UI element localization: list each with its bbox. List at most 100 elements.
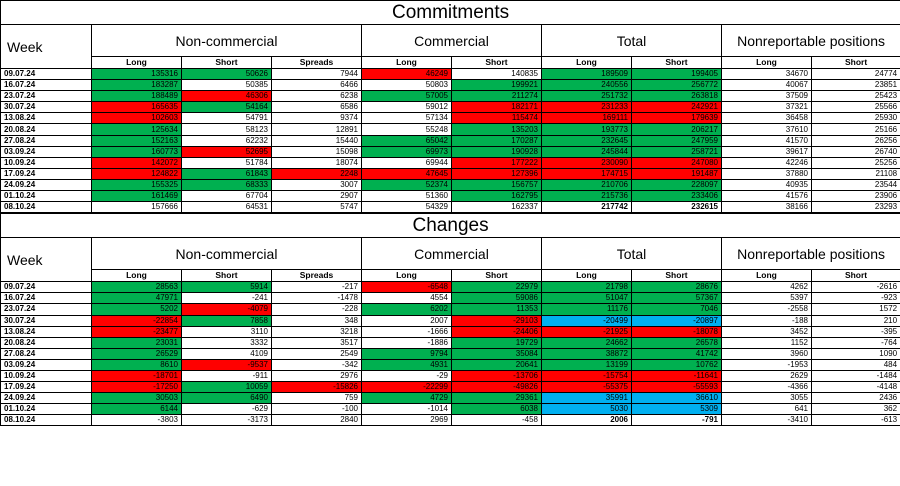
- value-cell: -4148: [810, 381, 900, 394]
- value-cell: 28563: [91, 281, 182, 294]
- table-row: 08.10.24 157666 64531 5747 54329 162337 217742…: [0, 201, 900, 214]
- column-header: Short: [810, 269, 900, 283]
- value-cell: -1484: [810, 369, 900, 383]
- value-cell: 170287: [451, 134, 542, 147]
- value-cell: 39617: [721, 145, 812, 158]
- group-header: Nonreportable positions: [720, 24, 900, 57]
- value-cell: 25166: [810, 123, 900, 136]
- table-row: 01.10.24 161469 67704 2907 51360 162795 215736…: [0, 190, 900, 203]
- value-cell: 1152: [721, 336, 812, 349]
- value-cell: 15098: [271, 145, 362, 158]
- value-cell: 57367: [631, 292, 722, 305]
- value-cell: 26256: [810, 134, 900, 147]
- value-cell: 3007: [271, 178, 362, 192]
- value-cell: -4079: [181, 303, 272, 316]
- week-cell: 01.10.24: [0, 403, 92, 416]
- value-cell: 5309: [631, 403, 722, 416]
- value-cell: 52374: [361, 178, 452, 192]
- value-cell: 62232: [181, 134, 272, 147]
- value-cell: -791: [631, 414, 722, 427]
- value-cell: 4262: [721, 281, 812, 294]
- table-row: 03.09.24 160773 52695 15098 69973 190928 24584…: [0, 145, 900, 158]
- value-cell: 6238: [271, 90, 362, 103]
- week-cell: 13.08.24: [0, 112, 92, 125]
- value-cell: 52695: [181, 145, 272, 158]
- value-cell: 64531: [181, 201, 272, 214]
- value-cell: 35084: [451, 347, 542, 360]
- value-cell: 5030: [541, 403, 632, 416]
- column-header: Short: [451, 269, 542, 283]
- value-cell: 6466: [271, 79, 362, 92]
- value-cell: -613: [810, 414, 900, 427]
- changes-subheader-row: Long Short Spreads Long Short Long Short Long Sh…: [1, 269, 900, 283]
- value-cell: -13706: [451, 369, 542, 383]
- value-cell: 54164: [181, 101, 272, 114]
- value-cell: 233406: [631, 190, 722, 203]
- value-cell: 23851: [810, 79, 900, 92]
- value-cell: -188: [721, 314, 812, 327]
- value-cell: 59086: [451, 292, 542, 305]
- value-cell: 206217: [631, 123, 722, 136]
- value-cell: 11353: [451, 303, 542, 316]
- value-cell: 11176: [541, 303, 632, 316]
- value-cell: -15826: [271, 381, 362, 394]
- group-header: Commercial: [361, 24, 542, 57]
- week-cell: 20.08.24: [0, 336, 92, 349]
- value-cell: 263818: [631, 90, 722, 103]
- value-cell: 127396: [451, 167, 542, 180]
- value-cell: -20499: [541, 314, 632, 327]
- value-cell: 251732: [541, 90, 632, 103]
- value-cell: 3332: [181, 336, 272, 349]
- week-cell: 08.10.24: [0, 201, 92, 214]
- column-header: Long: [541, 56, 632, 69]
- value-cell: 102603: [91, 112, 182, 125]
- table-row: 23.07.24 5202 -4079 -228 6202 11353 11176 7046-…: [0, 303, 900, 316]
- value-cell: 26529: [91, 347, 182, 360]
- group-header: Commercial: [361, 237, 542, 271]
- value-cell: 21798: [541, 281, 632, 294]
- value-cell: 42246: [721, 156, 812, 169]
- value-cell: -15754: [541, 369, 632, 383]
- value-cell: 6144: [91, 403, 182, 416]
- value-cell: 231233: [541, 101, 632, 114]
- group-header: Non-commercial: [91, 24, 362, 57]
- column-header: Long: [721, 269, 812, 283]
- value-cell: 40935: [721, 178, 812, 192]
- group-header: Nonreportable positions: [720, 237, 900, 271]
- table-row: 20.08.24 125634 58123 12891 55248 135203 19377…: [0, 123, 900, 136]
- value-cell: 232615: [631, 201, 722, 214]
- column-header: Short: [810, 56, 900, 69]
- value-cell: -4366: [721, 381, 812, 394]
- value-cell: 124822: [91, 167, 182, 180]
- value-cell: 51047: [541, 292, 632, 305]
- column-header: Short: [631, 56, 722, 69]
- table-row: 09.07.24 28563 5914 -217 -6548 22979 21798 2867…: [0, 281, 900, 294]
- value-cell: 641: [721, 403, 812, 416]
- value-cell: 19729: [451, 336, 542, 349]
- table-row: 23.07.24 188489 46306 6238 57005 211274 251732…: [0, 90, 900, 103]
- value-cell: 189509: [541, 67, 632, 81]
- week-cell: 17.09.24: [0, 167, 92, 180]
- commitments-table: Commitments Week Non-commercial Commercial T…: [0, 0, 900, 214]
- column-header: Long: [721, 56, 812, 69]
- value-cell: 2907: [271, 190, 362, 203]
- value-cell: 199405: [631, 67, 722, 81]
- column-header: Spreads: [271, 269, 362, 283]
- week-cell: 10.09.24: [0, 369, 92, 383]
- value-cell: 54329: [361, 201, 452, 214]
- value-cell: 135203: [451, 123, 542, 136]
- changes-title: Changes: [0, 213, 900, 239]
- value-cell: 2006: [541, 414, 632, 427]
- table-row: 01.10.24 6144 -629 -100 -1014 6038 5030 5309 641…: [0, 403, 900, 416]
- value-cell: -911: [181, 369, 272, 383]
- value-cell: -217: [271, 281, 362, 294]
- value-cell: 7858: [181, 314, 272, 327]
- value-cell: 20641: [451, 358, 542, 371]
- week-cell: 09.07.24: [0, 67, 92, 81]
- table-row: 03.09.24 8610 -9537 -342 4931 20641 13199 10762…: [0, 358, 900, 371]
- value-cell: 210706: [541, 178, 632, 192]
- value-cell: 115474: [451, 112, 542, 125]
- value-cell: 177222: [451, 156, 542, 169]
- value-cell: 4109: [181, 347, 272, 360]
- value-cell: 3055: [721, 392, 812, 405]
